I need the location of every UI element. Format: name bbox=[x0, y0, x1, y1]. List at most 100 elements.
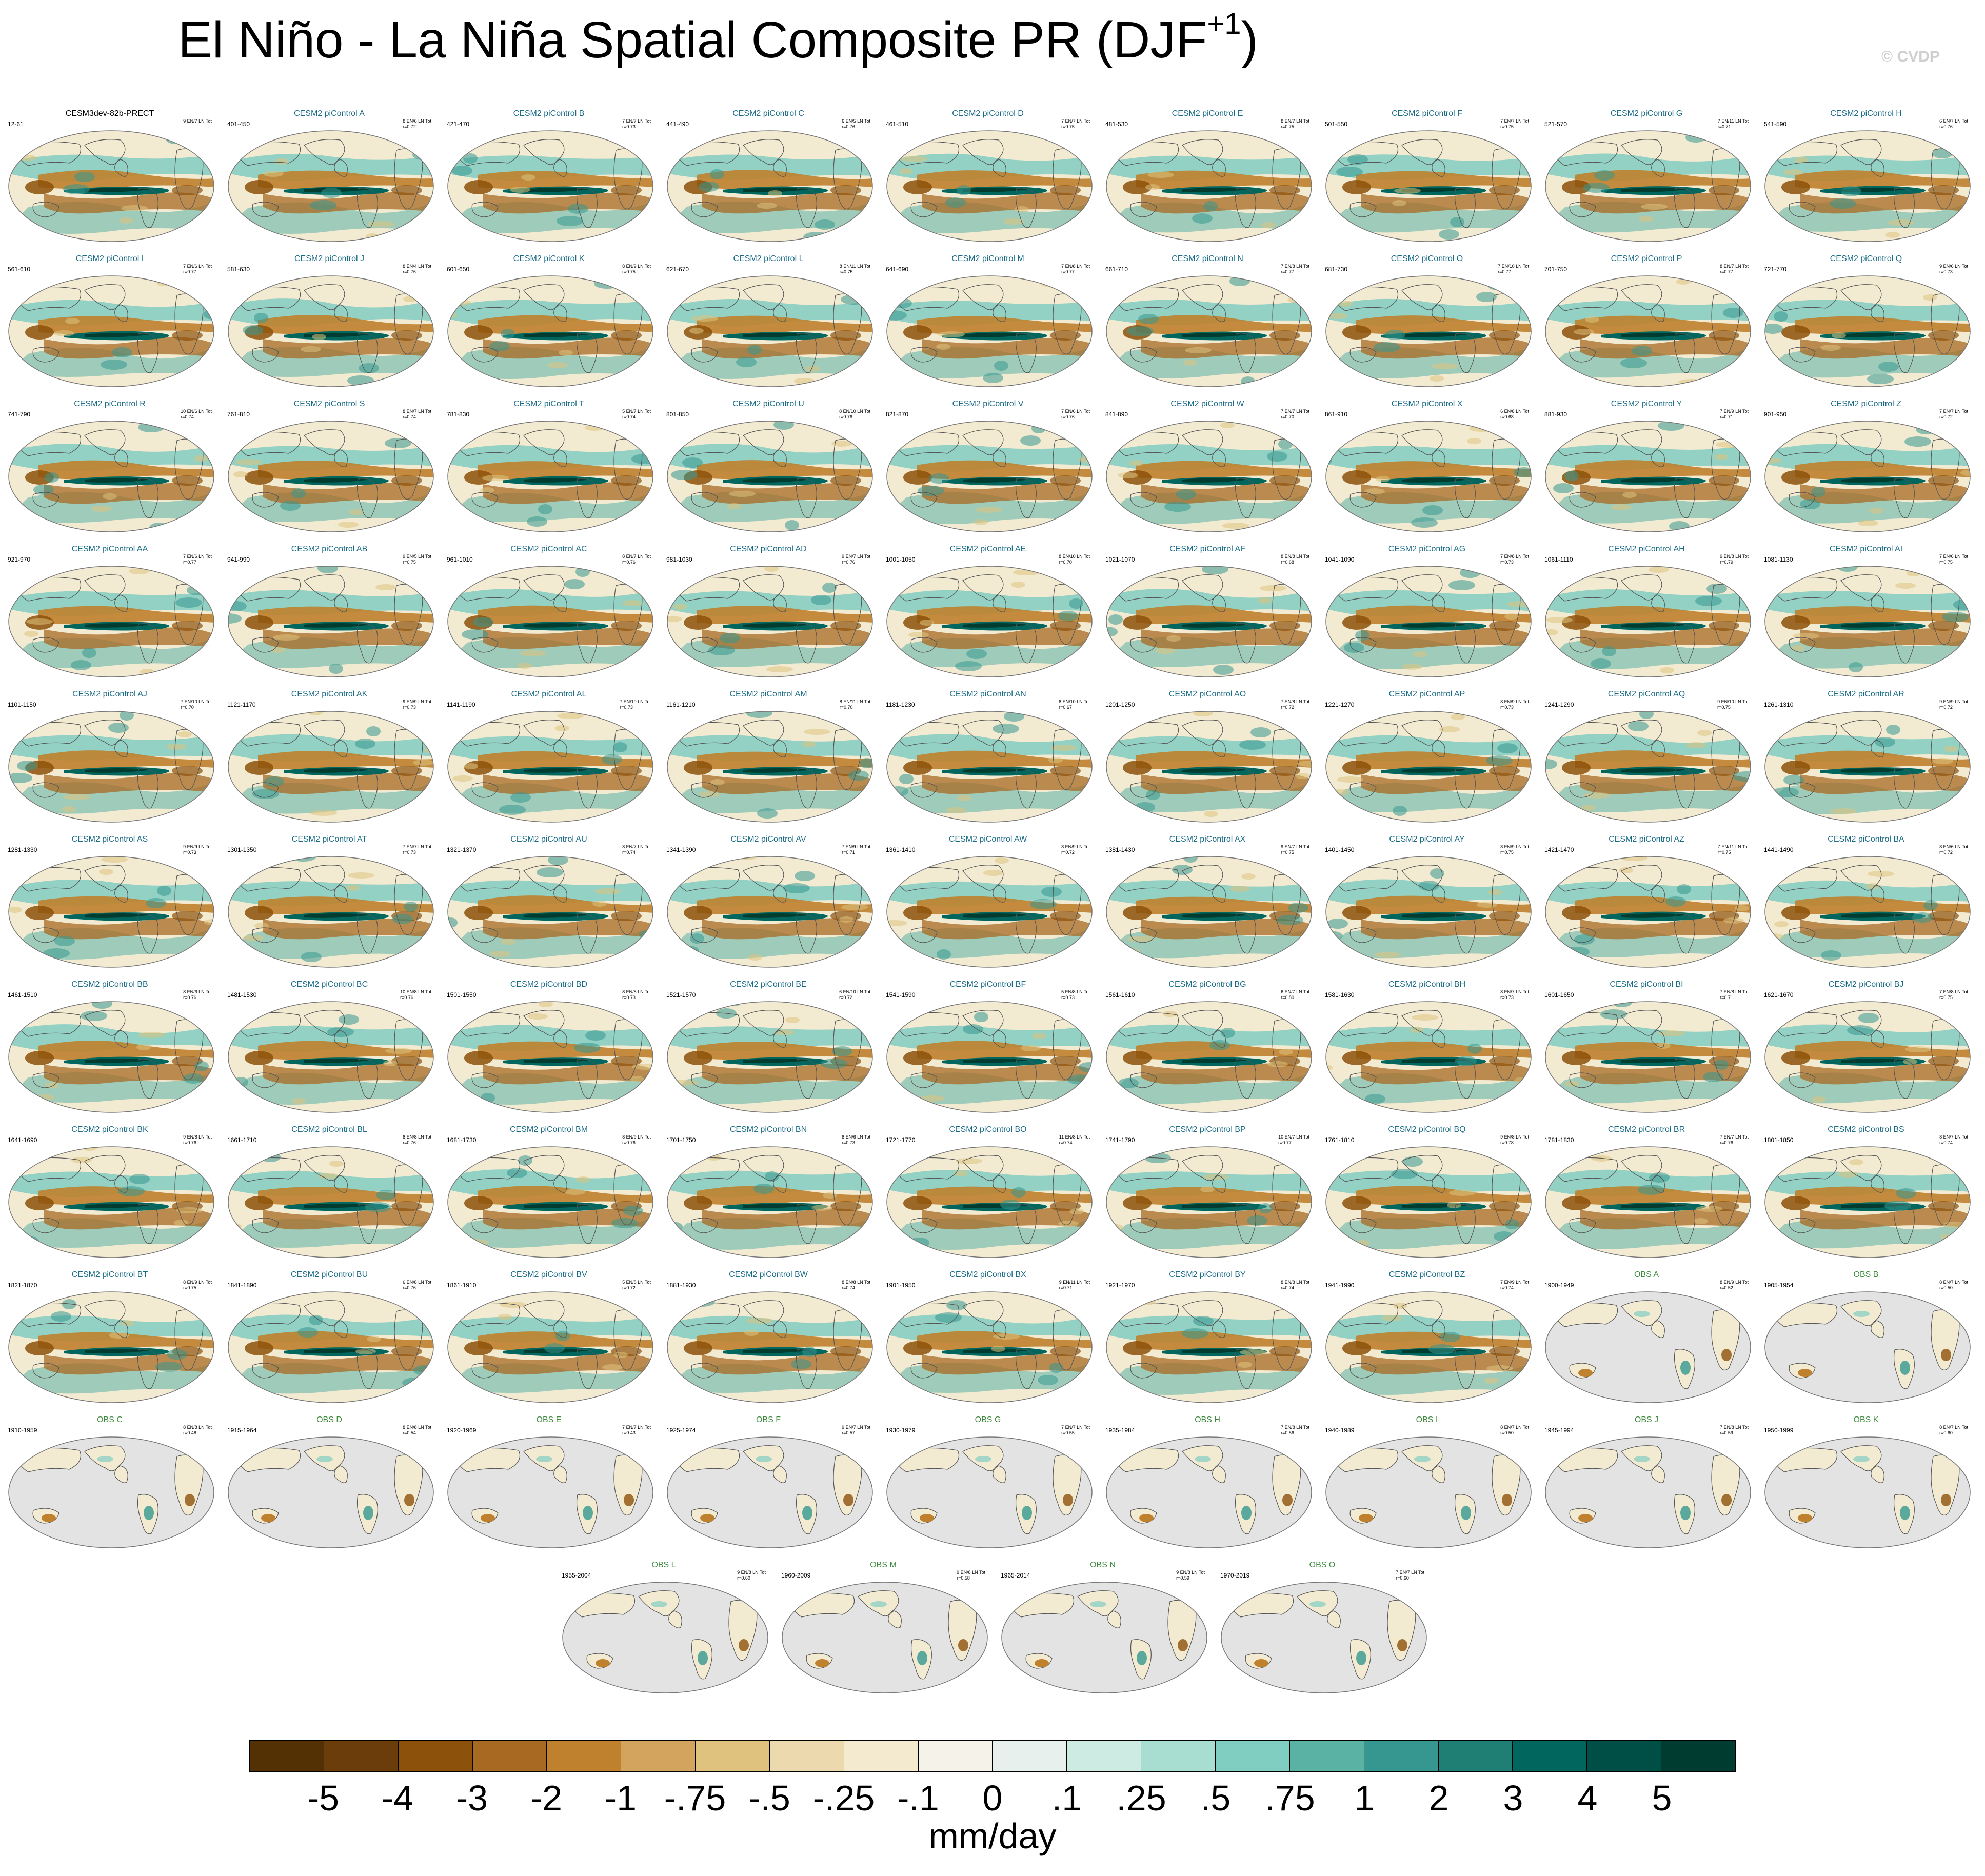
event-count: 9 EN/7 LN Tot bbox=[842, 554, 870, 559]
pattern-correlation: r=0.73 bbox=[1939, 269, 1953, 274]
map-panel: CESM2 piControl BJ 1621-1670 7 EN/8 LN Tot… bbox=[1759, 980, 1973, 1114]
event-count: 7 EN/6 LN Tot bbox=[183, 264, 212, 269]
precip-composite-map bbox=[886, 275, 1093, 387]
colorbar-swatch bbox=[1067, 1741, 1142, 1771]
panel-period: 461-510 bbox=[886, 121, 909, 128]
precip-composite-map bbox=[667, 856, 873, 968]
map-panel: OBS B 1905-1954 8 EN/7 LN Tot r=0.50 bbox=[1759, 1270, 1973, 1405]
event-count: 7 EN/6 LN Tot bbox=[1939, 554, 1968, 559]
map-panel: CESM2 piControl E 481-530 8 EN/7 LN Tot r=0… bbox=[1100, 109, 1315, 244]
colorbar-tick-label: -.5 bbox=[748, 1778, 790, 1818]
map-panel: CESM2 piControl AP 1221-1270 8 EN/9 LN Tot… bbox=[1320, 690, 1534, 824]
colorbar-swatch bbox=[1661, 1741, 1735, 1771]
panel-title: CESM2 piControl Q bbox=[1830, 254, 1902, 263]
precip-composite-map bbox=[1545, 1291, 1751, 1403]
panel-title: CESM2 piControl M bbox=[951, 254, 1024, 263]
pattern-correlation: r=0.73 bbox=[1061, 995, 1075, 1000]
pattern-correlation: r=0.73 bbox=[622, 995, 636, 1000]
panel-period: 441-490 bbox=[666, 121, 689, 128]
pattern-correlation: r=0.48 bbox=[183, 1430, 196, 1435]
panel-stats: 8 EN/7 LN Tot r=0.74 bbox=[1939, 1134, 1968, 1146]
panel-period: 841-890 bbox=[1105, 411, 1128, 418]
panel-title: CESM2 piControl H bbox=[1830, 109, 1902, 118]
event-count: 7 EN/8 LN Tot bbox=[1720, 1425, 1749, 1430]
panel-period: 1965-2014 bbox=[1001, 1572, 1030, 1579]
event-count: 5 EN/7 LN Tot bbox=[622, 409, 651, 414]
panel-period: 1121-1170 bbox=[227, 701, 256, 708]
panel-stats: 6 EN/5 LN Tot r=0.76 bbox=[842, 118, 870, 130]
colorbar-tick-label: -5 bbox=[307, 1778, 340, 1818]
map-panel: CESM2 piControl K 601-650 8 EN/9 LN Tot r=0… bbox=[442, 254, 656, 389]
event-count: 9 EN/7 LN Tot bbox=[1281, 844, 1309, 849]
panel-period: 1900-1949 bbox=[1544, 1282, 1574, 1289]
map-panel: CESM2 piControl V 821-870 7 EN/6 LN Tot r=0… bbox=[881, 400, 1095, 534]
panel-period: 1935-1984 bbox=[1105, 1427, 1135, 1434]
pattern-correlation: r=0.76 bbox=[1061, 414, 1075, 420]
panel-period: 621-670 bbox=[666, 266, 689, 273]
panel-stats: 8 EN/10 LN Tot r=0.70 bbox=[1059, 554, 1090, 565]
event-count: 8 EN/8 LN Tot bbox=[183, 1425, 212, 1430]
event-count: 7 EN/7 LN Tot bbox=[1061, 1425, 1090, 1430]
precip-composite-map bbox=[667, 1436, 873, 1548]
event-count: 8 EN/7 LN Tot bbox=[1939, 1425, 1968, 1430]
colorbar-tick-label: 2 bbox=[1428, 1778, 1449, 1818]
panel-stats: 9 EN/7 LN Tot r=0.57 bbox=[842, 1425, 870, 1436]
panel-period: 1821-1870 bbox=[8, 1282, 37, 1289]
event-count: 8 EN/9 LN Tot bbox=[622, 264, 651, 269]
pattern-correlation: r=0.73 bbox=[622, 124, 636, 129]
panel-period: 1681-1730 bbox=[447, 1136, 477, 1144]
map-panel: CESM2 piControl N 661-710 7 EN/8 LN Tot r=0… bbox=[1100, 254, 1315, 389]
event-count: 8 EN/7 LN Tot bbox=[1281, 118, 1309, 124]
event-count: 7 EN/8 LN Tot bbox=[1281, 699, 1309, 704]
map-panel: CESM2 piControl AD 981-1030 9 EN/7 LN Tot r… bbox=[661, 545, 876, 679]
event-count: 9 EN/6 LN Tot bbox=[1939, 264, 1968, 269]
precip-composite-map bbox=[8, 1001, 214, 1113]
event-count: 8 EN/7 LN Tot bbox=[622, 844, 651, 849]
precip-composite-map bbox=[447, 1001, 653, 1113]
event-count: 8 EN/4 LN Tot bbox=[403, 264, 431, 269]
panel-period: 801-850 bbox=[666, 411, 689, 418]
precip-composite-map bbox=[228, 275, 434, 387]
pattern-correlation: r=0.75 bbox=[1939, 560, 1953, 565]
event-count: 9 EN/11 LN Tot bbox=[1059, 1280, 1090, 1285]
precip-composite-map bbox=[1545, 566, 1751, 677]
colorbar-swatch bbox=[547, 1741, 622, 1771]
panel-stats: 8 EN/8 LN Tot r=0.73 bbox=[622, 989, 651, 1001]
precip-composite-map bbox=[8, 711, 214, 823]
panel-title: CESM2 piControl AS bbox=[71, 835, 148, 844]
event-count: 7 EN/11 LN Tot bbox=[1717, 844, 1749, 849]
event-count: 10 EN/7 LN Tot bbox=[1278, 1134, 1309, 1140]
pattern-correlation: r=0.59 bbox=[1720, 1430, 1733, 1435]
pattern-correlation: r=0.76 bbox=[403, 1285, 416, 1290]
event-count: 8 EN/7 LN Tot bbox=[1939, 1280, 1968, 1285]
colorbar-tick-label: -4 bbox=[381, 1778, 414, 1818]
precip-composite-map bbox=[447, 856, 653, 968]
panel-stats: 7 EN/10 LN Tot r=0.73 bbox=[620, 699, 651, 710]
event-count: 9 EN/8 LN Tot bbox=[957, 1570, 985, 1575]
pattern-correlation: r=0.74 bbox=[622, 850, 636, 855]
panel-stats: 7 EN/7 LN Tot r=0.73 bbox=[622, 118, 651, 130]
panel-period: 941-990 bbox=[227, 556, 250, 563]
panel-title: OBS E bbox=[536, 1415, 562, 1424]
pattern-correlation: r=0.77 bbox=[1061, 269, 1075, 274]
precip-composite-map bbox=[8, 1146, 214, 1258]
event-count: 11 EN/8 LN Tot bbox=[1059, 1134, 1090, 1140]
pattern-correlation: r=0.73 bbox=[1500, 705, 1514, 710]
panel-title: CESM2 piControl D bbox=[952, 109, 1024, 118]
precip-composite-map bbox=[1325, 856, 1532, 968]
event-count: 7 EN/9 LN Tot bbox=[1500, 1280, 1529, 1285]
precip-composite-map bbox=[1764, 275, 1971, 387]
colorbar-tick-label: .5 bbox=[1200, 1778, 1231, 1818]
panel-period: 1541-1590 bbox=[886, 991, 916, 999]
map-panel: OBS N 1965-2014 9 EN/8 LN Tot r=0.59 bbox=[996, 1561, 1210, 1695]
panel-title: CESM2 piControl AB bbox=[291, 545, 368, 553]
precip-composite-map bbox=[1106, 1436, 1312, 1548]
panel-stats: 9 EN/8 LN Tot r=0.59 bbox=[1176, 1570, 1205, 1581]
panel-title: CESM2 piControl BW bbox=[729, 1270, 808, 1279]
event-count: 8 EN/7 LN Tot bbox=[1720, 264, 1749, 269]
precip-composite-map bbox=[886, 711, 1093, 823]
panel-title: CESM2 piControl BF bbox=[949, 980, 1026, 989]
event-count: 9 EN/7 LN Tot bbox=[842, 1425, 870, 1430]
panel-period: 1401-1450 bbox=[1325, 846, 1355, 853]
